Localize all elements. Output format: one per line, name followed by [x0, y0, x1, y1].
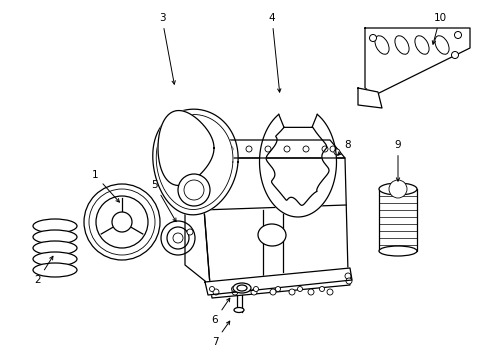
Ellipse shape [237, 285, 246, 291]
Circle shape [346, 278, 351, 284]
Polygon shape [364, 28, 469, 95]
Ellipse shape [394, 36, 408, 54]
Circle shape [388, 180, 406, 198]
Circle shape [319, 287, 324, 292]
Circle shape [392, 184, 402, 194]
Circle shape [284, 146, 289, 152]
Circle shape [213, 289, 219, 295]
Circle shape [173, 233, 183, 243]
Polygon shape [204, 268, 351, 295]
Text: 5: 5 [151, 180, 176, 222]
Text: 7: 7 [211, 321, 229, 347]
Circle shape [345, 273, 350, 279]
Text: 6: 6 [211, 298, 229, 325]
Circle shape [186, 197, 193, 203]
Circle shape [209, 287, 214, 292]
Text: 9: 9 [394, 140, 401, 181]
Text: 2: 2 [35, 256, 53, 285]
Circle shape [307, 289, 313, 295]
Ellipse shape [378, 246, 416, 256]
Text: 10: 10 [431, 13, 446, 44]
Circle shape [369, 35, 376, 41]
Ellipse shape [33, 230, 77, 244]
Text: 8: 8 [337, 140, 350, 155]
Polygon shape [158, 111, 214, 185]
Ellipse shape [33, 219, 77, 233]
Circle shape [297, 287, 302, 292]
Ellipse shape [374, 36, 388, 54]
Polygon shape [209, 272, 349, 298]
Circle shape [161, 221, 195, 255]
Ellipse shape [33, 252, 77, 266]
Polygon shape [184, 140, 345, 158]
Ellipse shape [434, 36, 448, 54]
Circle shape [112, 212, 132, 232]
Circle shape [231, 289, 238, 295]
Polygon shape [156, 114, 232, 210]
Circle shape [333, 149, 339, 155]
Circle shape [303, 146, 308, 152]
Polygon shape [357, 88, 381, 108]
Circle shape [275, 287, 280, 292]
Ellipse shape [378, 183, 416, 195]
Circle shape [167, 227, 189, 249]
Circle shape [186, 165, 193, 171]
Circle shape [231, 287, 236, 292]
Circle shape [226, 146, 232, 152]
Text: 1: 1 [92, 170, 119, 202]
Polygon shape [184, 140, 209, 285]
Circle shape [183, 180, 203, 200]
Polygon shape [152, 109, 238, 215]
Circle shape [453, 32, 461, 39]
Text: 3: 3 [159, 13, 175, 84]
Ellipse shape [414, 36, 428, 54]
Ellipse shape [232, 283, 250, 293]
Ellipse shape [33, 263, 77, 277]
Circle shape [321, 146, 327, 152]
Polygon shape [259, 114, 336, 217]
Circle shape [96, 196, 148, 248]
Circle shape [288, 289, 294, 295]
Circle shape [329, 146, 335, 152]
Ellipse shape [33, 241, 77, 255]
Polygon shape [200, 158, 347, 285]
Circle shape [186, 229, 193, 235]
Bar [378, 189, 416, 251]
Ellipse shape [234, 307, 244, 312]
Circle shape [189, 146, 195, 152]
Circle shape [326, 289, 332, 295]
Text: 4: 4 [268, 13, 280, 92]
Circle shape [450, 51, 458, 59]
Circle shape [253, 287, 258, 292]
Circle shape [250, 289, 257, 295]
Circle shape [207, 146, 214, 152]
Ellipse shape [258, 224, 285, 246]
Circle shape [264, 146, 270, 152]
Circle shape [84, 184, 160, 260]
Circle shape [245, 146, 251, 152]
Circle shape [178, 174, 209, 206]
Circle shape [269, 289, 275, 295]
